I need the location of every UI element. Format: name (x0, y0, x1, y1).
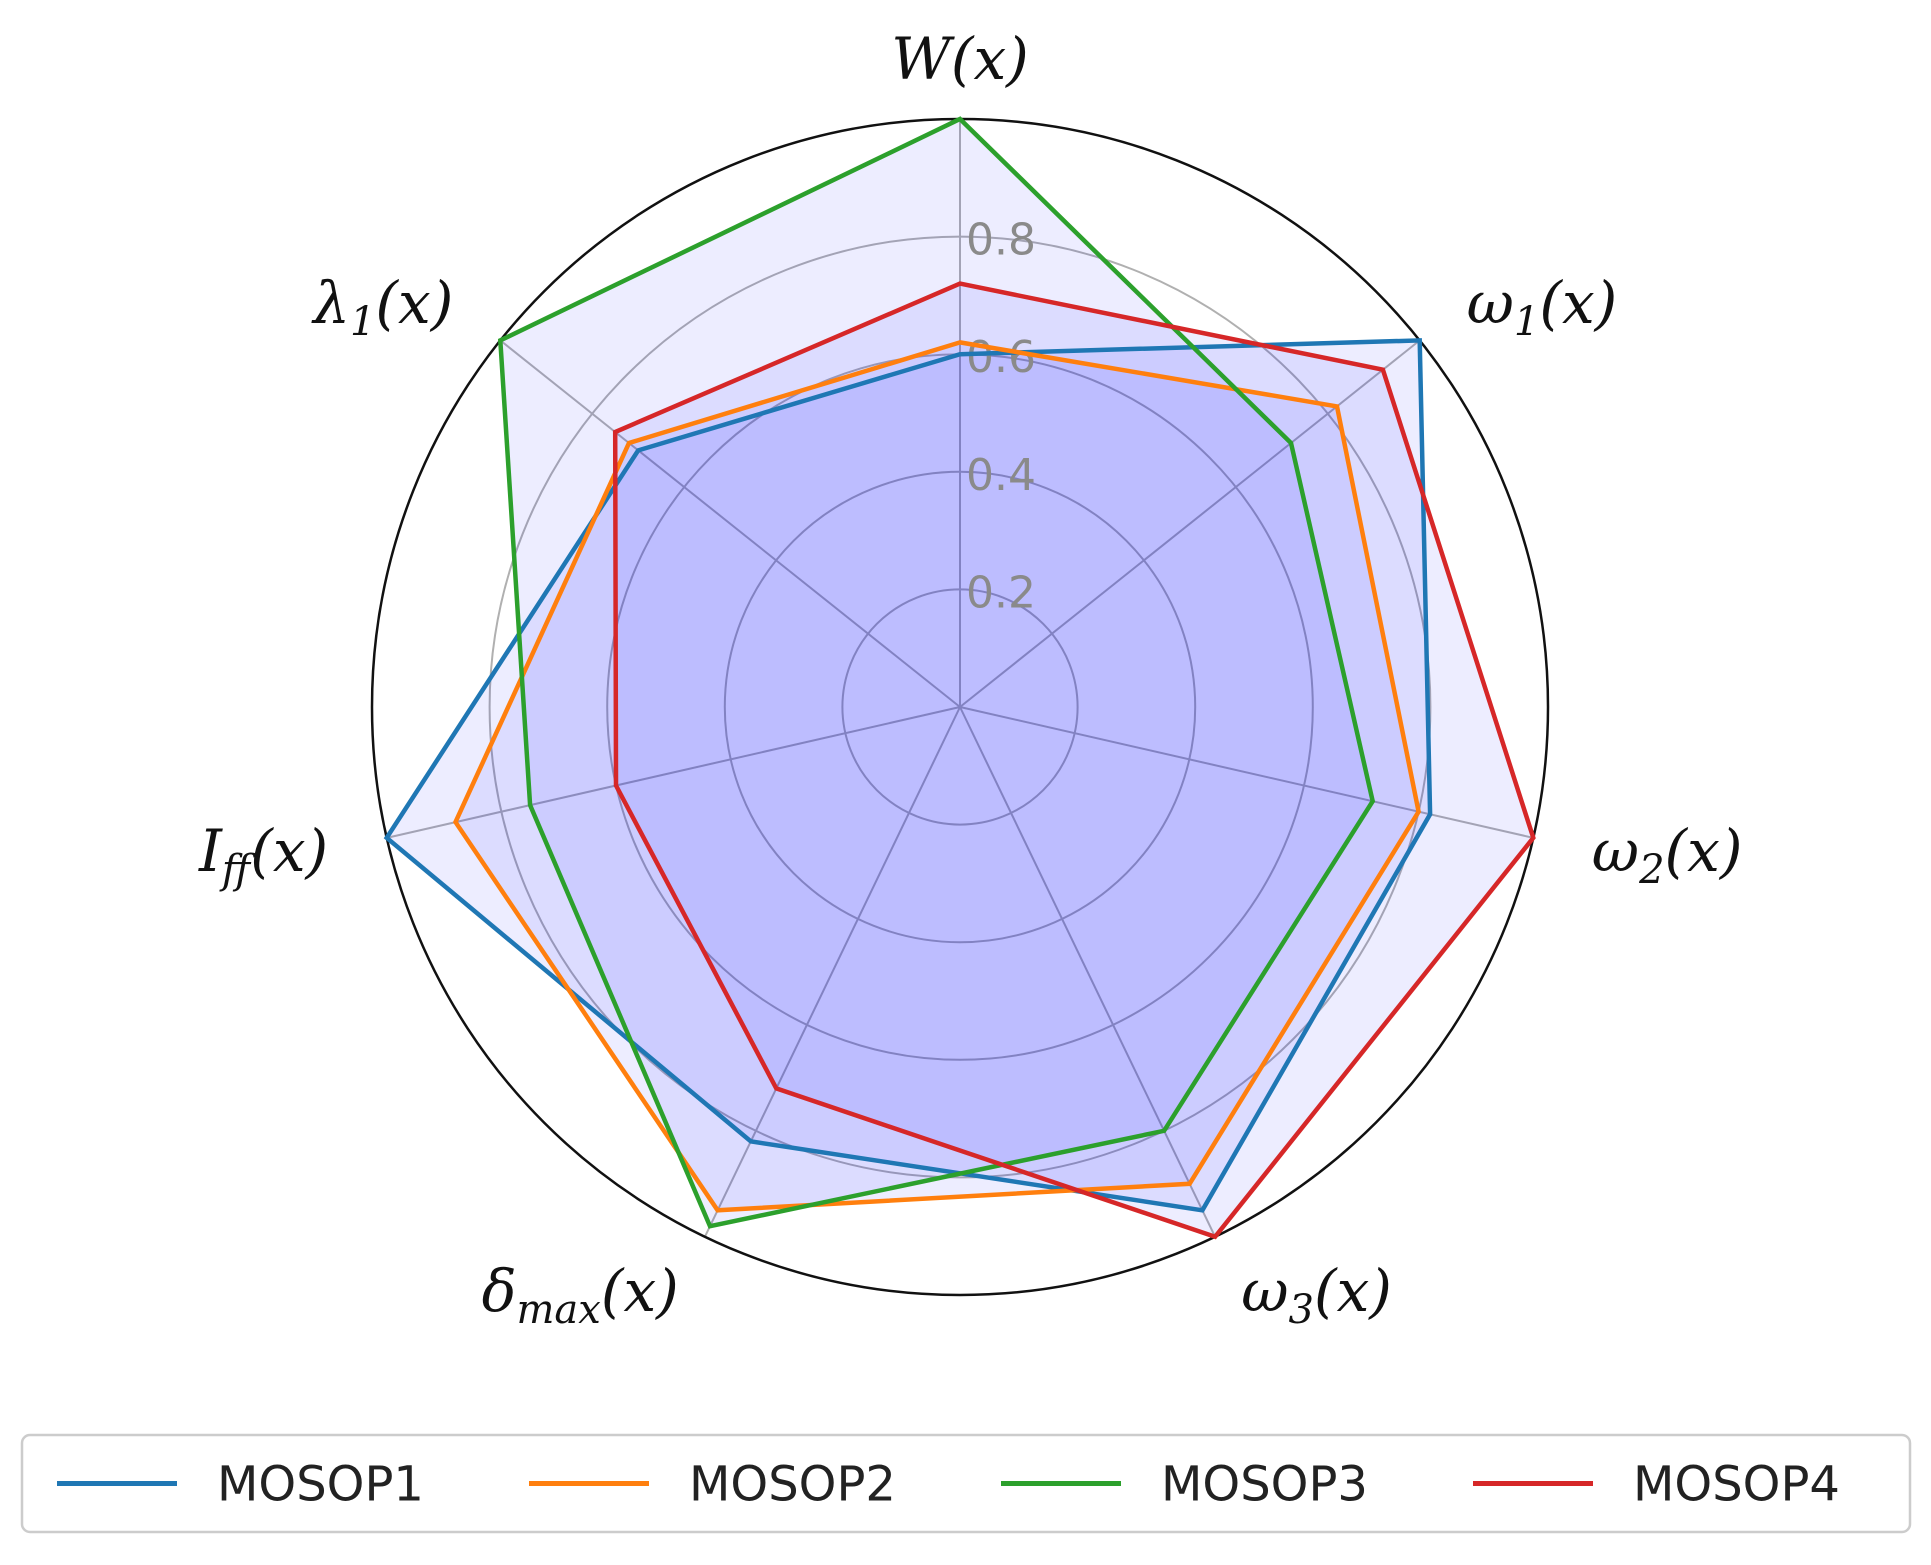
radial-tick-labels: 0.2 0.4 0.6 0.8 (966, 215, 1036, 619)
axis-labels: W(x) ω1(x) ω2(x) ω3(x) δmax(x) Iff(x) λ1(x) (198, 25, 1743, 1333)
legend-label: MOSOP3 (1161, 1457, 1368, 1513)
legend-item-MOSOP2: MOSOP2 (529, 1457, 896, 1513)
axis-label-5: Iff(x) (198, 817, 328, 893)
series-line-MOSOP4 (612, 281, 1536, 1240)
series-fill-1 (455, 342, 1419, 1211)
legend-item-MOSOP4: MOSOP4 (1473, 1457, 1840, 1513)
series-fill-2 (500, 119, 1373, 1227)
series-fills (386, 119, 1534, 1237)
grid-spoke-1 (959, 339, 1421, 708)
legend-item-MOSOP1: MOSOP1 (57, 1457, 424, 1513)
series-fill-0 (386, 340, 1431, 1211)
grid-spoke-2 (959, 706, 1534, 839)
series-line-MOSOP3 (497, 116, 1376, 1229)
axis-label-2: ω2(x) (1592, 817, 1743, 893)
rtick-label: 0.4 (966, 450, 1036, 501)
series-line-MOSOP2 (452, 340, 1421, 1213)
axis-label-3: ω3(x) (1241, 1257, 1392, 1333)
axis-label-6: λ1(x) (311, 269, 453, 345)
axis-label-0: W(x) (891, 25, 1029, 93)
rtick-label: 0.8 (966, 215, 1036, 266)
legend-box (20, 1433, 1912, 1534)
grid-spoke-3 (959, 706, 1217, 1238)
series-lines (383, 116, 1536, 1240)
legend-item-MOSOP3: MOSOP3 (1001, 1457, 1368, 1513)
radar-grid (386, 119, 1534, 1238)
legend-label: MOSOP2 (689, 1457, 896, 1513)
legend: MOSOP1 MOSOP2 MOSOP3 MOSOP4 (20, 1433, 1912, 1534)
legend-label: MOSOP1 (217, 1457, 424, 1513)
grid-spoke-5 (386, 706, 961, 839)
grid-spoke-6 (499, 339, 961, 708)
rtick-label: 0.6 (966, 332, 1036, 383)
axis-label-4: δmax(x) (482, 1257, 679, 1333)
rtick-label: 0.2 (966, 567, 1036, 618)
axis-label-1: ω1(x) (1467, 269, 1618, 345)
legend-label: MOSOP4 (1633, 1457, 1840, 1513)
grid-spoke-4 (703, 706, 961, 1238)
